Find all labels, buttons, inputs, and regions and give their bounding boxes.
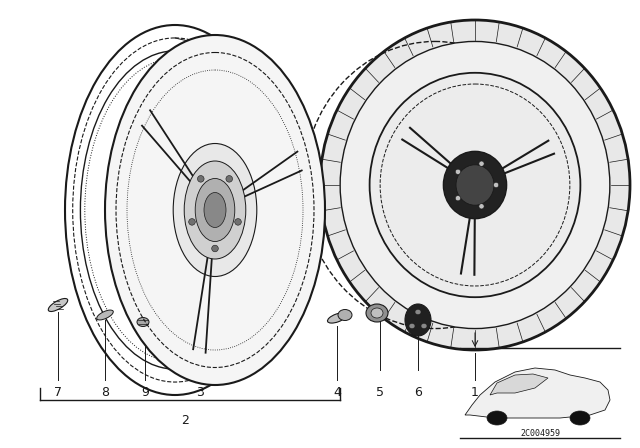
Text: 1: 1	[471, 385, 479, 399]
Ellipse shape	[338, 310, 352, 320]
Ellipse shape	[328, 313, 346, 323]
Circle shape	[189, 219, 195, 225]
Circle shape	[479, 204, 484, 209]
Ellipse shape	[97, 310, 113, 320]
Ellipse shape	[105, 35, 325, 385]
Text: 2C004959: 2C004959	[520, 430, 560, 439]
Text: 2: 2	[181, 414, 189, 426]
Ellipse shape	[340, 42, 610, 328]
Ellipse shape	[195, 178, 235, 241]
Ellipse shape	[366, 304, 388, 322]
Ellipse shape	[184, 161, 246, 259]
Circle shape	[479, 161, 484, 166]
Text: 9: 9	[141, 385, 149, 399]
Ellipse shape	[487, 411, 507, 425]
Ellipse shape	[137, 318, 149, 327]
Circle shape	[455, 196, 461, 201]
Ellipse shape	[370, 73, 580, 297]
Polygon shape	[490, 374, 548, 395]
Ellipse shape	[409, 323, 415, 328]
Ellipse shape	[204, 193, 226, 228]
Ellipse shape	[570, 411, 590, 425]
Circle shape	[212, 245, 218, 252]
Circle shape	[455, 169, 461, 174]
Ellipse shape	[320, 20, 630, 350]
Text: 7: 7	[54, 385, 62, 399]
Circle shape	[235, 219, 241, 225]
Circle shape	[198, 176, 204, 182]
Ellipse shape	[371, 308, 383, 318]
Ellipse shape	[48, 298, 68, 311]
Text: 5: 5	[376, 385, 384, 399]
Text: 8: 8	[101, 385, 109, 399]
Ellipse shape	[456, 165, 494, 205]
Text: 3: 3	[196, 385, 204, 399]
Text: 4: 4	[333, 385, 341, 399]
Ellipse shape	[173, 143, 257, 276]
Text: 6: 6	[414, 385, 422, 399]
Circle shape	[226, 176, 232, 182]
Polygon shape	[465, 368, 610, 418]
Ellipse shape	[405, 304, 431, 336]
Ellipse shape	[415, 310, 421, 314]
Ellipse shape	[444, 151, 507, 219]
Ellipse shape	[421, 323, 427, 328]
Circle shape	[493, 182, 499, 188]
